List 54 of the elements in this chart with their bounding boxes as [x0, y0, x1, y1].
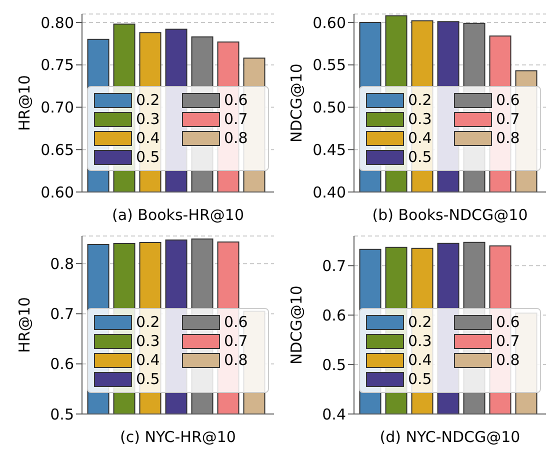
- y-tick-label: 0.6: [322, 306, 346, 324]
- y-axis-title: HR@10: [15, 75, 34, 131]
- legend-label: 0.5: [408, 370, 432, 388]
- legend-label: 0.4: [136, 351, 160, 369]
- y-tick-label: 0.7: [322, 256, 346, 275]
- y-tick-label: 0.4: [322, 405, 346, 424]
- y-tick-label: 0.55: [312, 56, 346, 74]
- legend-label: 0.3: [408, 110, 432, 128]
- legend-label: 0.4: [408, 351, 432, 369]
- y-tick-label: 0.80: [40, 14, 74, 32]
- y-tick-label: 0.75: [40, 56, 74, 74]
- y-tick-label: 0.45: [312, 140, 346, 159]
- legend-label: 0.7: [224, 110, 248, 128]
- legend-label: 0.2: [408, 91, 432, 109]
- legend-label: 0.3: [136, 332, 160, 350]
- legend-label: 0.8: [496, 351, 520, 369]
- legend-label: 0.5: [136, 370, 160, 388]
- y-tick-label: 0.5: [322, 356, 346, 374]
- legend-label: 0.4: [136, 129, 160, 147]
- legend-label: 0.4: [408, 129, 432, 147]
- y-axis-title: NDCG@10: [287, 286, 306, 364]
- legend-label: 0.2: [136, 91, 160, 109]
- legend-label: 0.7: [224, 332, 248, 350]
- y-tick-label: 0.65: [40, 140, 74, 159]
- legend-label: 0.2: [408, 313, 432, 331]
- y-tick-label: 0.6: [50, 355, 74, 374]
- y-tick-label: 0.7: [50, 305, 74, 324]
- y-tick-label: 0.70: [40, 98, 74, 117]
- y-tick-label: 0.8: [50, 254, 74, 273]
- x-axis-title: (c) NYC-HR@10: [120, 428, 236, 446]
- legend-label: 0.5: [408, 148, 432, 166]
- legend-label: 0.8: [224, 351, 248, 369]
- y-tick-label: 0.40: [312, 183, 346, 202]
- x-axis-title: (b) Books-NDCG@10: [372, 206, 528, 224]
- y-tick-label: 0.60: [312, 14, 346, 32]
- legend-label: 0.6: [496, 313, 520, 331]
- x-axis-title: (a) Books-HR@10: [112, 206, 244, 224]
- y-tick-label: 0.60: [40, 183, 74, 202]
- legend-label: 0.3: [136, 110, 160, 128]
- legend-label: 0.8: [496, 129, 520, 147]
- legend-label: 0.8: [224, 129, 248, 147]
- legend-label: 0.7: [496, 332, 520, 350]
- legend-label: 0.6: [496, 91, 520, 109]
- y-tick-label: 0.5: [50, 405, 74, 424]
- y-axis-title: HR@10: [15, 297, 34, 353]
- legend-label: 0.3: [408, 332, 432, 350]
- legend-label: 0.6: [224, 91, 248, 109]
- legend-label: 0.6: [224, 313, 248, 331]
- legend-label: 0.5: [136, 148, 160, 166]
- legend-label: 0.7: [496, 110, 520, 128]
- legend-label: 0.2: [136, 313, 160, 331]
- y-tick-label: 0.50: [312, 98, 346, 117]
- x-axis-title: (d) NYC-NDCG@10: [380, 428, 520, 446]
- y-axis-title: NDCG@10: [287, 64, 306, 142]
